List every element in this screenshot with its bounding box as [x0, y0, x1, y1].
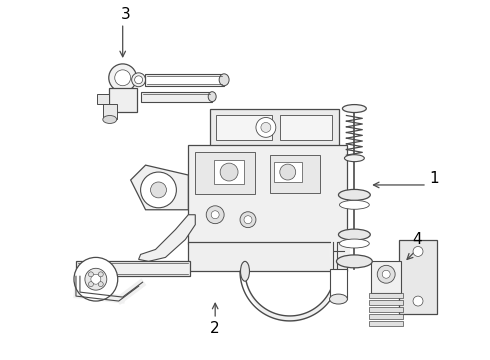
Circle shape [132, 73, 146, 87]
Bar [369, 307, 403, 312]
Circle shape [88, 272, 94, 277]
Circle shape [280, 164, 295, 180]
Bar [280, 114, 332, 140]
Bar [369, 300, 403, 305]
Bar [369, 293, 403, 298]
Circle shape [413, 296, 423, 306]
Bar [214, 160, 244, 184]
Bar [141, 92, 212, 102]
Circle shape [206, 206, 224, 224]
Circle shape [115, 70, 131, 86]
Ellipse shape [241, 261, 249, 281]
Circle shape [211, 211, 219, 219]
Ellipse shape [329, 294, 347, 304]
Circle shape [109, 64, 137, 92]
Text: 2: 2 [210, 321, 220, 336]
Ellipse shape [344, 155, 365, 162]
Bar [109, 88, 137, 112]
Bar [329, 269, 347, 299]
Circle shape [85, 268, 107, 290]
Circle shape [240, 212, 256, 228]
Circle shape [382, 270, 390, 278]
Bar [188, 145, 347, 244]
Circle shape [256, 117, 276, 137]
Circle shape [413, 247, 423, 256]
Bar [399, 239, 437, 314]
Polygon shape [131, 165, 188, 210]
Ellipse shape [343, 105, 367, 113]
Ellipse shape [339, 189, 370, 201]
Bar [210, 109, 340, 146]
Circle shape [150, 182, 167, 198]
Bar [270, 155, 319, 193]
Bar [147, 76, 222, 84]
Bar [371, 261, 401, 293]
Circle shape [377, 265, 395, 283]
Bar [145, 74, 224, 86]
Circle shape [141, 172, 176, 208]
Bar [97, 94, 109, 104]
Text: 3: 3 [121, 7, 130, 22]
Polygon shape [139, 215, 196, 261]
Ellipse shape [339, 229, 370, 240]
Circle shape [74, 257, 118, 301]
Bar [369, 314, 403, 319]
Circle shape [91, 274, 101, 284]
Text: 4: 4 [412, 232, 422, 247]
Circle shape [244, 216, 252, 224]
Ellipse shape [219, 74, 229, 86]
Circle shape [220, 163, 238, 181]
Ellipse shape [208, 92, 216, 102]
Ellipse shape [340, 201, 369, 209]
Circle shape [261, 122, 271, 132]
Bar [76, 261, 190, 276]
Circle shape [88, 282, 94, 287]
Ellipse shape [340, 239, 369, 248]
Ellipse shape [337, 255, 372, 268]
Ellipse shape [103, 116, 117, 123]
Bar [196, 152, 255, 194]
Text: 1: 1 [429, 171, 439, 185]
Circle shape [135, 76, 143, 84]
Bar [216, 114, 272, 140]
Bar [188, 242, 347, 271]
Circle shape [98, 282, 103, 287]
Bar [274, 162, 302, 182]
Bar [103, 104, 117, 120]
Circle shape [98, 272, 103, 277]
Bar [369, 321, 403, 326]
